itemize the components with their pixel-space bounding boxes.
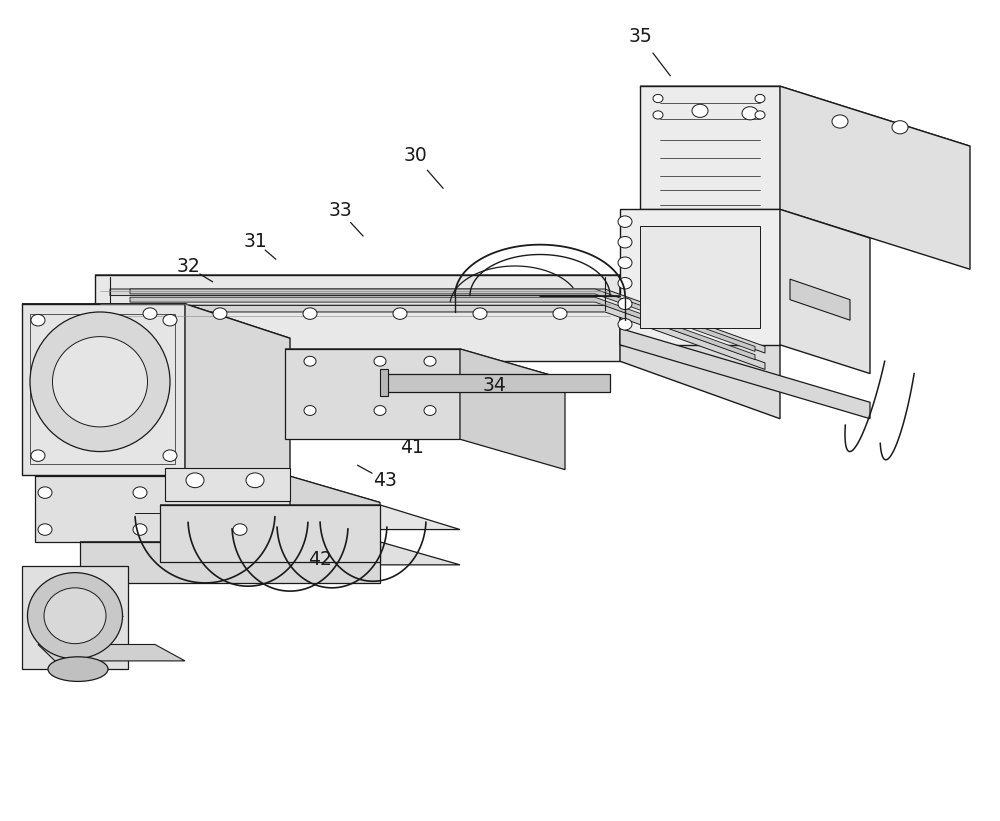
Polygon shape <box>620 328 870 419</box>
Text: 30: 30 <box>403 146 427 166</box>
Circle shape <box>892 121 908 134</box>
Polygon shape <box>95 275 780 333</box>
Circle shape <box>304 406 316 415</box>
Circle shape <box>742 107 758 120</box>
Polygon shape <box>35 476 290 542</box>
Polygon shape <box>95 275 620 361</box>
Polygon shape <box>38 644 185 661</box>
Polygon shape <box>22 304 185 475</box>
Polygon shape <box>80 542 380 583</box>
Text: 33: 33 <box>328 201 352 221</box>
Polygon shape <box>460 349 565 470</box>
Circle shape <box>755 111 765 119</box>
Circle shape <box>618 236 632 248</box>
Polygon shape <box>165 468 290 501</box>
Polygon shape <box>385 374 610 392</box>
Polygon shape <box>160 505 380 562</box>
Text: 34: 34 <box>483 376 507 396</box>
Polygon shape <box>130 289 755 351</box>
Polygon shape <box>380 369 388 396</box>
Circle shape <box>473 308 487 319</box>
Circle shape <box>424 406 436 415</box>
Circle shape <box>832 115 848 128</box>
Ellipse shape <box>52 337 148 427</box>
Circle shape <box>233 487 247 498</box>
Circle shape <box>618 298 632 310</box>
Circle shape <box>31 450 45 461</box>
Circle shape <box>38 487 52 498</box>
Circle shape <box>233 524 247 535</box>
Circle shape <box>755 94 765 103</box>
Polygon shape <box>640 86 970 146</box>
Ellipse shape <box>30 312 170 452</box>
Ellipse shape <box>44 588 106 644</box>
Polygon shape <box>620 209 780 345</box>
Circle shape <box>143 308 157 319</box>
Circle shape <box>186 473 204 488</box>
Circle shape <box>163 450 177 461</box>
Polygon shape <box>160 505 460 530</box>
Circle shape <box>133 524 147 535</box>
Polygon shape <box>185 304 290 509</box>
Text: 35: 35 <box>628 26 652 46</box>
Circle shape <box>618 216 632 227</box>
Polygon shape <box>130 297 755 360</box>
Circle shape <box>618 277 632 289</box>
Text: 41: 41 <box>400 438 424 457</box>
Circle shape <box>424 356 436 366</box>
Circle shape <box>653 111 663 119</box>
Circle shape <box>31 314 45 326</box>
Polygon shape <box>790 279 850 320</box>
Polygon shape <box>22 304 290 338</box>
Ellipse shape <box>48 657 108 681</box>
Circle shape <box>304 356 316 366</box>
Polygon shape <box>640 86 780 209</box>
Polygon shape <box>780 209 870 374</box>
Polygon shape <box>285 349 565 379</box>
Polygon shape <box>285 349 460 439</box>
Polygon shape <box>80 542 460 565</box>
Text: 32: 32 <box>176 257 200 277</box>
Text: 43: 43 <box>373 470 397 490</box>
Circle shape <box>393 308 407 319</box>
Polygon shape <box>780 86 970 269</box>
Text: 31: 31 <box>243 232 267 251</box>
Polygon shape <box>290 476 380 568</box>
Circle shape <box>553 308 567 319</box>
Circle shape <box>692 104 708 117</box>
Circle shape <box>374 406 386 415</box>
Polygon shape <box>35 476 380 502</box>
Circle shape <box>213 308 227 319</box>
Polygon shape <box>110 305 765 369</box>
Text: 42: 42 <box>308 550 332 570</box>
Polygon shape <box>640 226 760 328</box>
Polygon shape <box>22 566 128 669</box>
Polygon shape <box>620 275 780 419</box>
Ellipse shape <box>28 573 122 658</box>
Circle shape <box>618 319 632 330</box>
Circle shape <box>303 308 317 319</box>
Circle shape <box>374 356 386 366</box>
Circle shape <box>163 314 177 326</box>
Polygon shape <box>110 289 765 353</box>
Circle shape <box>246 473 264 488</box>
Circle shape <box>653 94 663 103</box>
Circle shape <box>38 524 52 535</box>
Circle shape <box>618 257 632 268</box>
Circle shape <box>133 487 147 498</box>
